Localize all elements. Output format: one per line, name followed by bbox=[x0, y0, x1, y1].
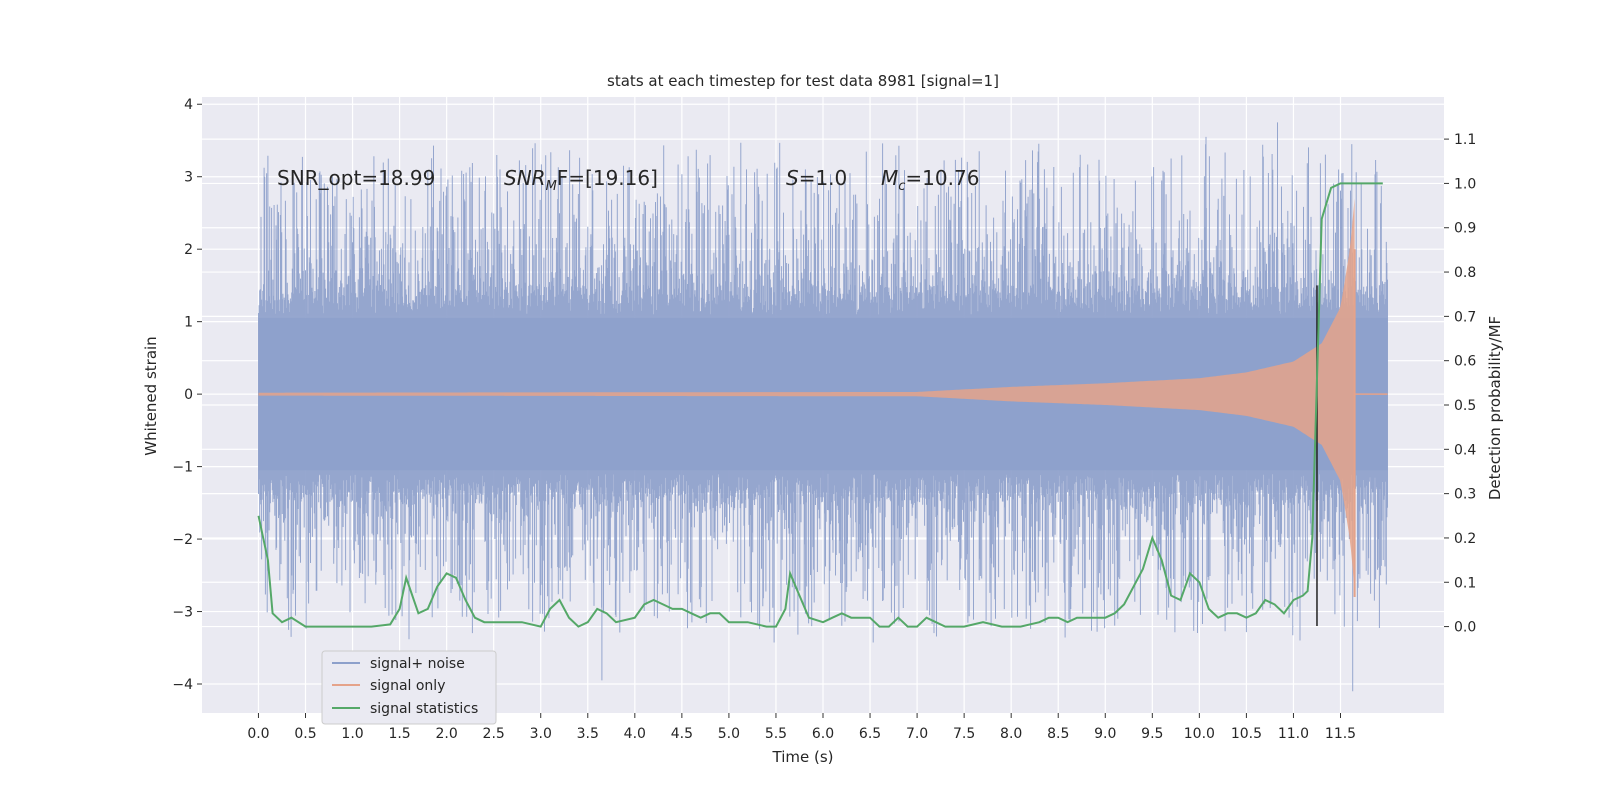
x-tick-label: 11.5 bbox=[1325, 726, 1356, 742]
x-tick-label: 2.5 bbox=[483, 726, 505, 742]
legend-label-signal-only: signal only bbox=[370, 678, 445, 694]
y-right-tick-label: 0.6 bbox=[1454, 354, 1476, 370]
annotation-mc-main: M bbox=[881, 166, 898, 190]
x-tick-label: 7.5 bbox=[953, 726, 975, 742]
annotation-s-rest: =1.0 bbox=[799, 166, 848, 190]
x-tick-label: 3.5 bbox=[577, 726, 599, 742]
y-right-tick-label: 0.4 bbox=[1454, 442, 1476, 458]
x-axis-ticks: 0.0 0.5 1.0 1.5 2.0 2.5 3.0 3.5 4.0 4.5 5.0 5.5 6.0 6… bbox=[247, 713, 1356, 742]
annotation-snr-mf-main: SNR bbox=[504, 166, 546, 190]
x-tick-label: 0.0 bbox=[247, 726, 269, 742]
x-tick-label: 5.5 bbox=[765, 726, 787, 742]
y-right-axis-label: Detection probability/MF bbox=[1486, 316, 1504, 500]
x-tick-label: 8.5 bbox=[1047, 726, 1069, 742]
y-right-tick-label: 0.5 bbox=[1454, 398, 1476, 414]
y-left-tick-label: −1 bbox=[172, 460, 193, 476]
y-right-tick-label: 0.9 bbox=[1454, 221, 1476, 237]
y-right-tick-label: 0.2 bbox=[1454, 531, 1476, 547]
y-right-axis-ticks: 1.1 1.0 0.9 0.8 0.7 0.6 0.5 0.4 0.3 0.2 0.1 0.0 bbox=[1444, 132, 1476, 636]
legend: signal+ noise signal only signal statist… bbox=[321, 650, 497, 725]
y-left-tick-label: −3 bbox=[172, 605, 193, 621]
x-tick-label: 7.0 bbox=[906, 726, 928, 742]
x-tick-label: 9.5 bbox=[1141, 726, 1163, 742]
x-tick-label: 2.0 bbox=[436, 726, 458, 742]
x-tick-label: 1.0 bbox=[341, 726, 363, 742]
x-tick-label: 9.0 bbox=[1094, 726, 1116, 742]
x-tick-label: 4.5 bbox=[671, 726, 693, 742]
y-right-tick-label: 0.1 bbox=[1454, 575, 1476, 591]
annotation-s: S=1.0 bbox=[786, 166, 847, 190]
y-left-axis-label: Whitened strain bbox=[142, 336, 160, 455]
series-signal-only bbox=[258, 198, 1388, 598]
y-right-tick-label: 1.1 bbox=[1454, 132, 1476, 148]
annotation-snr-opt: SNR_opt=18.99 bbox=[277, 166, 435, 190]
y-right-tick-label: 0.0 bbox=[1454, 620, 1476, 636]
annotation-snr-mf: SNRMF=[19.16] bbox=[504, 166, 658, 194]
stats-line bbox=[257, 182, 1383, 628]
legend-box bbox=[321, 650, 497, 725]
annotation-s-main: S bbox=[786, 166, 799, 190]
x-tick-label: 3.0 bbox=[530, 726, 552, 742]
x-tick-label: 11.0 bbox=[1278, 726, 1309, 742]
y-right-tick-label: 1.0 bbox=[1454, 176, 1476, 192]
annotation-mc: Mc=10.76 bbox=[881, 166, 979, 194]
x-tick-label: 5.0 bbox=[718, 726, 740, 742]
annotation-snr-mf-rest: F=[19.16] bbox=[557, 166, 658, 190]
y-right-tick-label: 0.3 bbox=[1454, 487, 1476, 503]
x-tick-label: 10.0 bbox=[1184, 726, 1215, 742]
annotation-mc-sub: c bbox=[898, 179, 905, 194]
legend-label-signal-noise: signal+ noise bbox=[370, 656, 465, 672]
x-tick-label: 10.5 bbox=[1231, 726, 1262, 742]
x-axis-label: Time (s) bbox=[772, 748, 834, 766]
x-tick-label: 4.0 bbox=[624, 726, 646, 742]
x-tick-label: 6.5 bbox=[859, 726, 881, 742]
y-left-tick-label: 1 bbox=[184, 315, 193, 331]
x-tick-label: 6.0 bbox=[812, 726, 834, 742]
y-left-tick-label: 3 bbox=[184, 170, 193, 186]
annotation-mc-rest: =10.76 bbox=[905, 166, 979, 190]
y-left-tick-label: −2 bbox=[172, 532, 193, 548]
y-left-axis-ticks: 4 3 2 1 0 −1 −2 −3 −4 bbox=[172, 97, 202, 693]
y-right-tick-label: 0.7 bbox=[1454, 309, 1476, 325]
y-left-tick-label: 2 bbox=[184, 242, 193, 258]
x-tick-label: 0.5 bbox=[294, 726, 316, 742]
y-left-tick-label: 4 bbox=[184, 97, 193, 113]
series-signal-statistics bbox=[257, 182, 1383, 628]
signal-envelope bbox=[258, 198, 1355, 590]
y-left-tick-label: −4 bbox=[172, 677, 193, 693]
y-left-tick-label: 0 bbox=[184, 387, 193, 403]
annotation-snr-mf-sub: M bbox=[546, 179, 557, 194]
legend-label-signal-statistics: signal statistics bbox=[370, 701, 478, 717]
y-right-tick-label: 0.8 bbox=[1454, 265, 1476, 281]
x-tick-label: 1.5 bbox=[388, 726, 410, 742]
chart-title: stats at each timestep for test data 898… bbox=[607, 72, 999, 90]
x-tick-label: 8.0 bbox=[1000, 726, 1022, 742]
